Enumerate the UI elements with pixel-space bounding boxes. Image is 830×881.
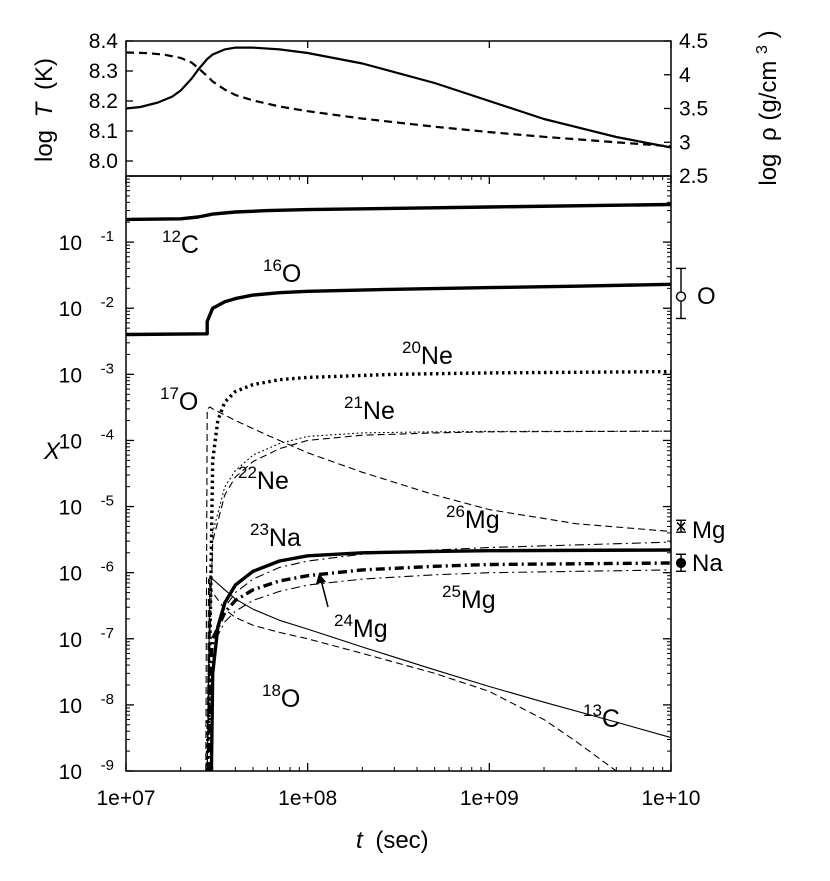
bottom-ylabel: X [43,438,61,465]
bottom-y-tick-label: 10 -7 [59,625,114,652]
bottom-y-tick-label: 10 -1 [59,228,114,255]
top-series-group [125,46,672,149]
top-left-tick-label: 8.0 [89,150,118,173]
bottom-x-tick-label: 1e+09 [460,787,519,810]
top-left-ylabel-prefix: log [31,130,58,162]
bottom-y-tick-label: 10 -5 [59,493,114,520]
top-right-tick-label: 4.5 [679,30,708,53]
series-13C-line [206,575,671,771]
obs-label-O: O [697,283,716,310]
label-26Mg: 26Mg [446,502,500,534]
series-17O-line [205,406,671,771]
top-right-tick-label: 3.5 [679,98,708,121]
bottom-x-tick-label: 1e+08 [278,787,337,810]
bottom-y-tick-label: 10 -4 [59,426,114,453]
series-25Mg-line [207,569,671,771]
top-ticks-group: 8.0 8.1 8.2 8.3 8.4 2.5 3 3.5 4 4.5 [89,30,708,188]
series-22Ne-line [206,430,671,771]
top-right-tick-label: 2.5 [679,165,708,188]
bottom-xlabel-unit: (sec) [375,827,428,854]
bottom-x-tick-label: 1e+10 [642,787,701,810]
label-24Mg: 24Mg [334,611,388,643]
top-series-temperature-line [125,46,672,149]
series-26Mg-line [209,541,671,771]
top-right-ylabel-unit-close: ) [755,30,782,38]
bottom-x-tick-label: 1e+07 [97,787,156,810]
bottom-y-tick-label: 10 -2 [59,294,114,321]
obs-O-marker [675,291,687,302]
bottom-ticks-group: 10-1 10-2 10-3 10-4 10-5 10-6 10-7 10-8 10 -9 1e+0… [59,176,701,810]
top-left-tick-label: 8.4 [89,30,119,53]
top-left-ylabel-unit: (K) [31,58,58,90]
obs-Mg-marker [676,521,686,531]
bottom-plot-frame [125,175,672,772]
top-left-ylabel: log T (K) [31,58,58,162]
label-17O: 17O [160,384,198,416]
bottom-xlabel: t (sec) [356,827,429,854]
label-25Mg: 25Mg [442,582,496,614]
top-right-ylabel-prefix: log [755,154,782,186]
top-right-tick-label: 4 [679,64,691,87]
top-left-tick-label: 8.1 [89,120,118,143]
top-right-ylabel: log ρ (g/cm 3 ) [746,30,782,185]
top-panel: 8.0 8.1 8.2 8.3 8.4 2.5 3 3.5 4 4.5 log T (K) log… [31,30,782,188]
label-12C: 12C [162,227,199,259]
series-24Mg-line [206,561,671,771]
bottom-xlabel-var: t [356,827,364,854]
series-18O-line [206,578,617,771]
obs-label-Mg: Mg [692,517,725,544]
bottom-y-tick-label: 10 -9 [59,757,114,784]
label-21Ne: 21Ne [344,393,395,425]
observations-group [675,267,687,572]
label-22Ne: 22Ne [238,463,289,495]
label-23Na: 23Na [250,520,301,552]
series-23Na-line [209,548,671,771]
top-right-ylabel-unit-exp: 3 [754,45,771,54]
bottom-y-tick-label: 10 -3 [59,360,114,387]
isotope-labels: 12C 16O 20Ne 17O 21Ne 22Ne 26Mg 23Na 25M… [160,227,620,733]
series-16O-line [126,282,671,337]
obs-label-Na: Na [692,550,723,577]
top-plot-frame [125,40,672,177]
top-right-ylabel-var: ρ [755,127,782,141]
label-13C: 13C [583,701,620,733]
obs-Na-marker [675,557,687,569]
series-12C-line [126,202,671,222]
bottom-series-group [126,202,671,771]
mg24-arrow [316,573,329,608]
top-right-tick-label: 3 [679,131,691,154]
top-series-density-line [125,51,672,148]
label-16O: 16O [263,256,301,288]
label-20Ne: 20Ne [402,338,453,370]
top-left-ylabel-var: T [31,100,58,117]
top-left-tick-label: 8.2 [89,90,118,113]
bottom-y-tick-label: 10 -8 [59,691,114,718]
label-18O: 18O [262,681,300,713]
top-left-tick-label: 8.3 [89,60,118,83]
top-right-ylabel-unit: (g/cm [755,61,782,121]
bottom-y-tick-label: 10 -6 [59,559,114,586]
bottom-panel: 10-1 10-2 10-3 10-4 10-5 10-6 10-7 10-8 10 -9 1e+0… [43,175,725,854]
